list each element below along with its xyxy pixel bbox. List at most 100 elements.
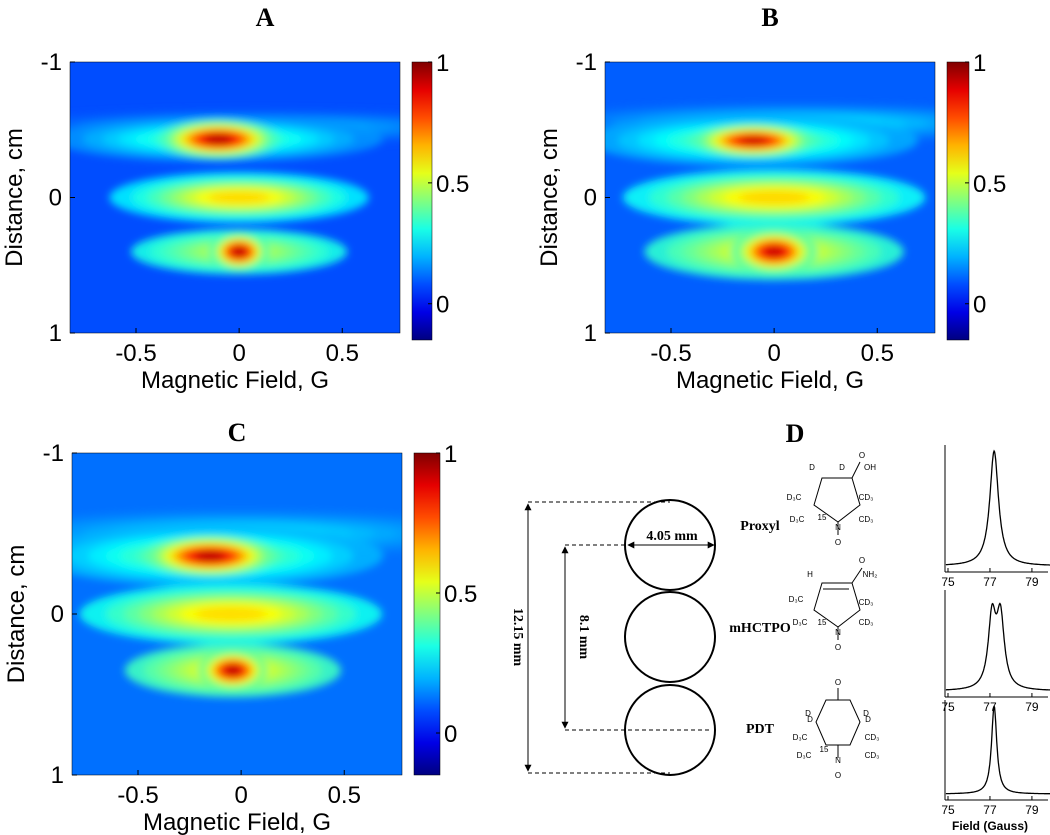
colorbar-tick-label: 0 bbox=[436, 292, 449, 319]
bond bbox=[851, 461, 861, 479]
atom-label: D₃C bbox=[787, 493, 802, 502]
heat-blob bbox=[195, 606, 266, 622]
x-tick-label: -0.5 bbox=[650, 340, 691, 367]
y-tick-label: -1 bbox=[576, 49, 597, 76]
x-tick-label: -0.5 bbox=[115, 340, 156, 367]
x-axis-label: Magnetic Field, G bbox=[141, 367, 329, 394]
x-tick-label: 0 bbox=[767, 340, 780, 367]
colorbar-tick-label: 0 bbox=[444, 721, 457, 748]
y-axis-label: Distance, cm bbox=[3, 545, 30, 684]
atom-label: D₃C bbox=[790, 515, 805, 524]
atom-label: D₃C bbox=[797, 751, 812, 760]
atom-label: D bbox=[805, 709, 811, 718]
ring bbox=[813, 582, 861, 628]
atom-label: O bbox=[859, 556, 865, 565]
y-axis-label: Distance, cm bbox=[1, 128, 28, 267]
colorbar bbox=[946, 61, 970, 341]
heat-blob bbox=[204, 134, 233, 144]
y-tick-label: 1 bbox=[49, 320, 62, 347]
panel-title: D bbox=[786, 419, 805, 448]
atom-label: D bbox=[809, 463, 815, 472]
heat-blob bbox=[224, 665, 241, 676]
x-tick-label: 0 bbox=[232, 340, 245, 367]
colorbar-tick-label: 0.5 bbox=[436, 171, 469, 198]
colorbar-tick-label: 1 bbox=[973, 50, 986, 77]
heat-blob bbox=[764, 246, 785, 257]
atom-label: D bbox=[839, 463, 845, 472]
heat-blob bbox=[209, 191, 270, 204]
guides bbox=[528, 501, 712, 774]
x-tick-label: 0.5 bbox=[326, 340, 359, 367]
dimension-label: 12.15 mm bbox=[510, 608, 525, 667]
heatmap-field bbox=[605, 103, 935, 281]
heat-blob bbox=[739, 136, 768, 145]
spectrum-tick-label: 75 bbox=[941, 700, 955, 714]
heatmap-field bbox=[70, 110, 400, 275]
atom-label: O bbox=[859, 451, 865, 460]
atom-label: 15 bbox=[820, 745, 829, 754]
x-tick-label: -0.5 bbox=[117, 782, 158, 809]
atom-label: CD₃ bbox=[859, 493, 874, 502]
spectrum-tick-label: 79 bbox=[1025, 700, 1039, 714]
atom-label: 15 bbox=[818, 618, 827, 627]
y-tick-label: -1 bbox=[41, 49, 62, 76]
spectrum-tick-label: 77 bbox=[983, 803, 997, 817]
y-tick-label: 1 bbox=[584, 320, 597, 347]
molecule-name: mHCTPO bbox=[729, 621, 791, 636]
panel-title: A bbox=[256, 3, 275, 32]
panel-d bbox=[524, 461, 863, 776]
dimension-label: 8.1 mm bbox=[576, 615, 591, 660]
atom-label: O bbox=[835, 771, 841, 780]
colorbar-tick-label: 0.5 bbox=[973, 171, 1006, 198]
atom-label: CD₃ bbox=[865, 751, 880, 760]
y-tick-label: 0 bbox=[49, 185, 62, 212]
atom-label: H bbox=[807, 570, 813, 579]
atom-label: O bbox=[835, 538, 841, 547]
colorbar bbox=[413, 452, 441, 776]
x-axis-label: Magnetic Field, G bbox=[143, 809, 331, 835]
x-tick-label: 0.5 bbox=[861, 340, 894, 367]
colorbar bbox=[411, 61, 433, 341]
colorbar-tick-label: 0.5 bbox=[444, 581, 477, 608]
x-tick-label: 0 bbox=[234, 782, 247, 809]
ring bbox=[813, 477, 861, 523]
spectrum-tick-label: 75 bbox=[941, 575, 955, 589]
spectrum-line bbox=[945, 705, 1050, 795]
atom-label: D bbox=[863, 709, 869, 718]
x-tick-label: 0.5 bbox=[328, 782, 361, 809]
spectrum-tick-label: 77 bbox=[983, 575, 997, 589]
atom-label: N bbox=[835, 756, 841, 765]
heat-blob bbox=[232, 247, 247, 257]
atom-label: CD₃ bbox=[859, 598, 874, 607]
heat-blob bbox=[739, 190, 810, 205]
spectrum-line bbox=[945, 602, 1050, 691]
y-tick-label: 0 bbox=[51, 601, 64, 628]
panel-title: B bbox=[761, 3, 778, 32]
molecule-name: Proxyl bbox=[740, 519, 780, 534]
heatmap bbox=[605, 62, 935, 333]
atom-label: D₃C bbox=[789, 595, 804, 604]
ring bbox=[815, 699, 861, 746]
colorbar-tick-label: 1 bbox=[444, 441, 457, 468]
sample-tube bbox=[624, 591, 716, 683]
atom-label: D₃C bbox=[793, 618, 808, 627]
heat-blob bbox=[195, 551, 226, 561]
atom-label: NH₂ bbox=[863, 570, 878, 579]
heatmap bbox=[72, 453, 402, 775]
atom-label: N bbox=[835, 523, 841, 532]
spectrum-tick-label: 75 bbox=[941, 803, 955, 817]
atom-label: D bbox=[807, 715, 813, 724]
atom-label: OH bbox=[864, 463, 876, 472]
colorbar-tick-label: 1 bbox=[436, 50, 449, 77]
y-tick-label: -1 bbox=[43, 440, 64, 467]
atom-label: N bbox=[835, 628, 841, 637]
atom-label: CD₃ bbox=[859, 618, 874, 627]
spectrum-line bbox=[945, 449, 1050, 566]
atom-label: CD₃ bbox=[865, 733, 880, 742]
molecule-name: PDT bbox=[746, 722, 775, 737]
x-axis-label: Magnetic Field, G bbox=[676, 367, 864, 394]
y-axis-label: Distance, cm bbox=[536, 128, 563, 267]
atom-label: CD₃ bbox=[859, 515, 874, 524]
bond bbox=[851, 567, 863, 584]
